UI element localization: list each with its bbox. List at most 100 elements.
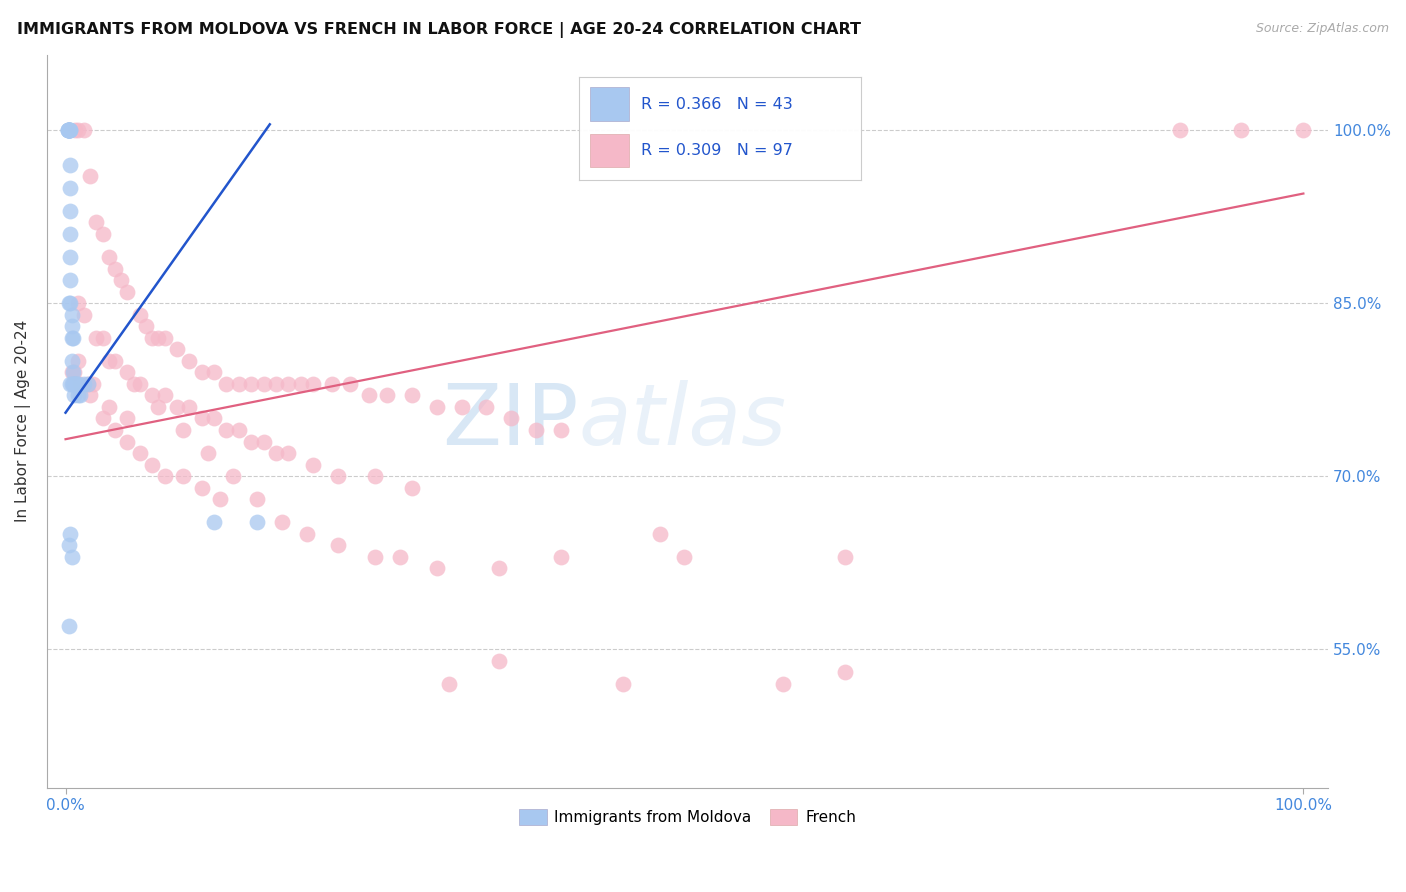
Point — [302, 458, 325, 472]
Point — [59, 203, 82, 218]
Point — [172, 423, 194, 437]
Point — [59, 273, 82, 287]
Point — [326, 469, 349, 483]
Point — [86, 331, 108, 345]
Point — [209, 492, 232, 507]
Point — [60, 319, 83, 334]
Point — [56, 123, 79, 137]
Point — [179, 400, 201, 414]
Point — [59, 158, 82, 172]
Text: ZIP: ZIP — [441, 380, 579, 463]
Point — [401, 388, 423, 402]
Point — [60, 549, 83, 564]
Point — [240, 376, 263, 391]
Point — [246, 492, 269, 507]
Point — [550, 549, 572, 564]
Point — [59, 181, 82, 195]
Point — [228, 376, 250, 391]
Point — [295, 526, 318, 541]
Point — [1292, 123, 1315, 137]
Point — [501, 411, 523, 425]
Point — [91, 331, 114, 345]
Point — [104, 261, 127, 276]
Point — [128, 308, 150, 322]
Point — [128, 376, 150, 391]
Point — [122, 376, 145, 391]
Point — [277, 446, 299, 460]
Point — [66, 353, 89, 368]
Point — [86, 215, 108, 229]
Point — [488, 654, 510, 668]
Point — [69, 376, 91, 391]
Point — [73, 376, 96, 391]
Text: Source: ZipAtlas.com: Source: ZipAtlas.com — [1256, 22, 1389, 36]
Point — [364, 549, 387, 564]
Point — [153, 331, 176, 345]
Point — [426, 561, 449, 575]
Point — [202, 411, 225, 425]
Point — [66, 123, 89, 137]
Point — [58, 123, 80, 137]
Point — [73, 123, 96, 137]
Point — [63, 365, 86, 379]
Point — [60, 331, 83, 345]
Point — [66, 296, 89, 310]
Point — [264, 376, 287, 391]
Point — [117, 365, 139, 379]
Point — [277, 376, 299, 391]
Point — [60, 353, 83, 368]
Point — [197, 446, 219, 460]
Point — [58, 123, 80, 137]
Point — [58, 619, 80, 633]
Point — [475, 400, 498, 414]
Point — [190, 365, 212, 379]
Point — [56, 123, 79, 137]
Point — [648, 526, 671, 541]
Point — [426, 400, 449, 414]
Point — [117, 285, 139, 299]
Point — [91, 227, 114, 241]
Point — [141, 388, 163, 402]
Point — [290, 376, 312, 391]
Point — [117, 434, 139, 449]
Point — [141, 458, 163, 472]
Point — [66, 388, 89, 402]
Point — [190, 481, 212, 495]
Point — [59, 227, 82, 241]
Point — [148, 331, 170, 345]
Point — [271, 515, 294, 529]
Point — [401, 481, 423, 495]
Point — [58, 123, 80, 137]
Point — [153, 469, 176, 483]
Point — [117, 411, 139, 425]
Point — [60, 308, 83, 322]
Point — [302, 376, 325, 391]
Point — [128, 446, 150, 460]
Point — [65, 376, 87, 391]
Point — [60, 376, 83, 391]
Point — [58, 123, 80, 137]
Point — [439, 676, 461, 690]
Point — [76, 376, 98, 391]
Point — [166, 343, 188, 357]
Point — [104, 353, 127, 368]
Point — [59, 376, 82, 391]
Point — [246, 515, 269, 529]
Point — [388, 549, 411, 564]
Point — [104, 423, 127, 437]
Point — [58, 296, 80, 310]
Point — [148, 400, 170, 414]
Point — [450, 400, 472, 414]
Point — [59, 250, 82, 264]
Point — [79, 388, 101, 402]
Point — [69, 388, 91, 402]
Point — [834, 549, 856, 564]
Point — [339, 376, 361, 391]
Point — [357, 388, 380, 402]
Point — [59, 123, 82, 137]
Point — [135, 319, 157, 334]
Point — [179, 353, 201, 368]
Point — [63, 388, 86, 402]
Point — [62, 331, 84, 345]
Point — [190, 411, 212, 425]
